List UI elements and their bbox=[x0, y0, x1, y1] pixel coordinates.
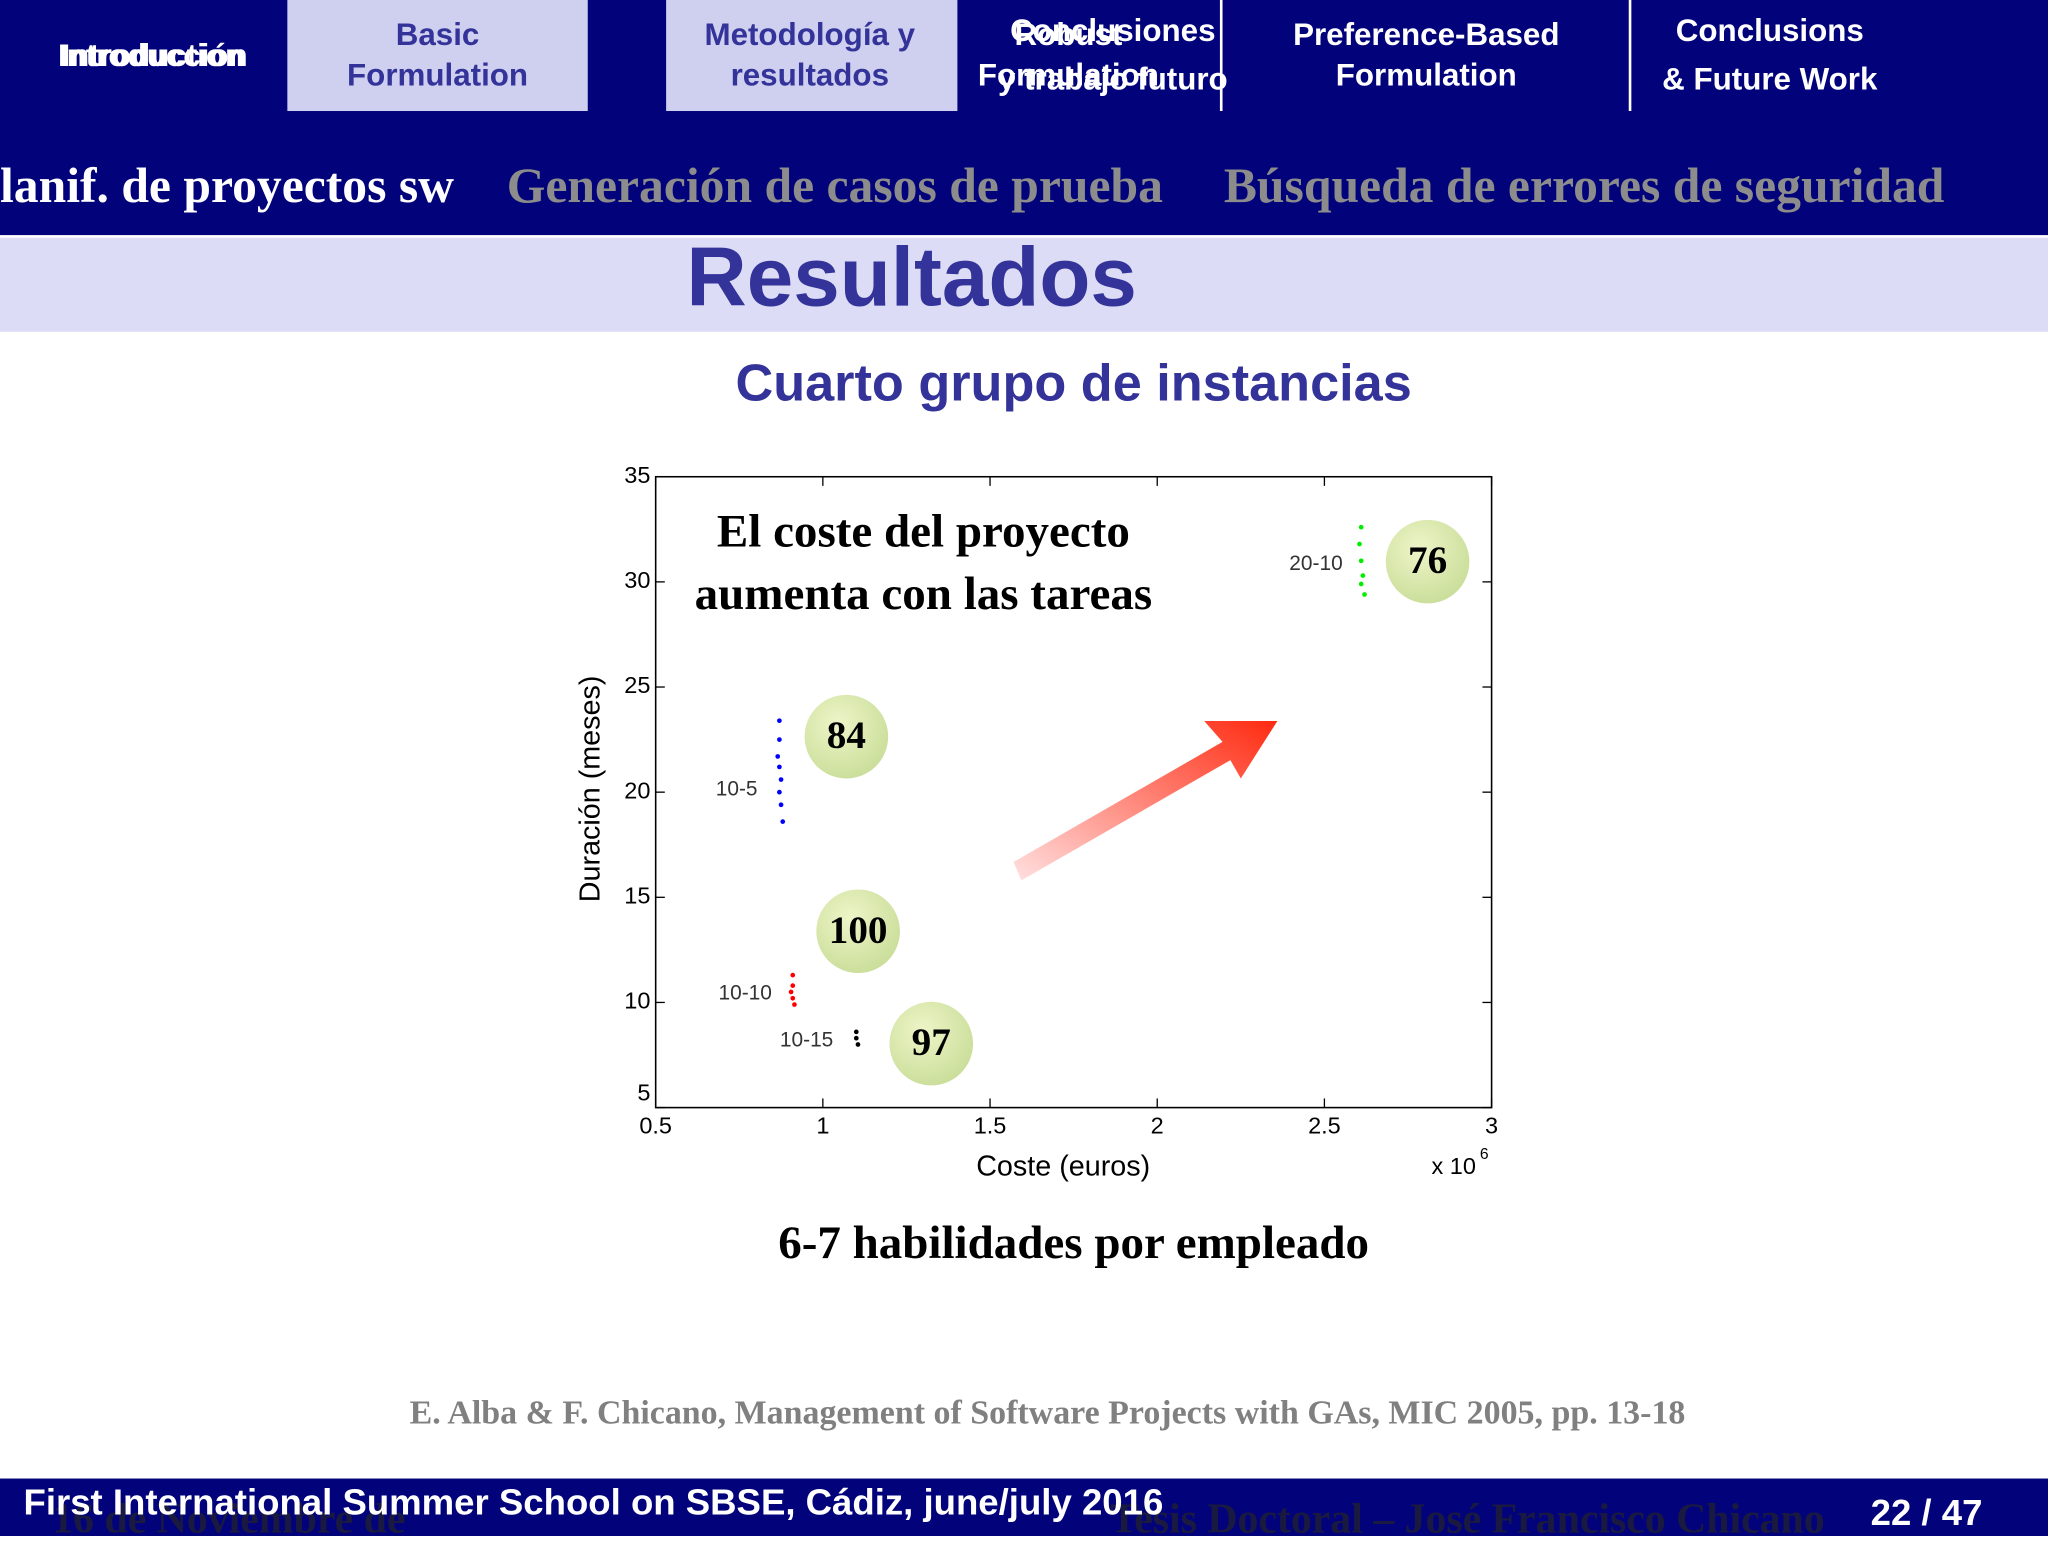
badge bbox=[804, 694, 889, 779]
trend-arrow bbox=[1013, 720, 1278, 881]
nav-tab[interactable]: Formulation bbox=[347, 57, 528, 92]
badge bbox=[889, 1001, 974, 1086]
point bbox=[775, 754, 781, 759]
subnav-item[interactable]: Generación de casos de prueba bbox=[507, 158, 1163, 213]
y-tick-label: 25 bbox=[624, 672, 650, 698]
badge-label: 100 bbox=[829, 909, 888, 952]
footer-thesis: Tesis Doctoral – José Francisco Chicano bbox=[1110, 1497, 1824, 1536]
x-tick-label: 2.5 bbox=[1308, 1112, 1341, 1138]
point bbox=[777, 764, 782, 770]
point bbox=[855, 1042, 861, 1047]
point bbox=[790, 972, 796, 978]
footer-date: 16 de Noviembre de bbox=[52, 1497, 405, 1536]
point bbox=[780, 819, 786, 824]
series-label: 10-5 bbox=[716, 778, 758, 801]
x-tick-label: 1.5 bbox=[974, 1112, 1007, 1138]
nav-tab[interactable]: Conclusiones bbox=[1010, 13, 1215, 48]
y-tick-label: 5 bbox=[637, 1080, 650, 1106]
y-tick-label: 30 bbox=[624, 567, 650, 593]
point bbox=[1362, 592, 1367, 597]
badge-label: 97 bbox=[912, 1021, 951, 1064]
x-tick-label: 2 bbox=[1151, 1112, 1164, 1138]
nav-tab[interactable]: Formulation bbox=[978, 57, 1159, 92]
reference: E. Alba & F. Chicano, Management of Soft… bbox=[410, 1395, 1686, 1432]
series-label: 10-15 bbox=[780, 1028, 833, 1051]
subnav-item[interactable]: Búsqueda de errores de seguridad bbox=[1224, 158, 1945, 213]
nav-tab[interactable]: Introducción bbox=[58, 38, 248, 73]
footer-event: First International Summer School on SBS… bbox=[24, 1481, 1164, 1522]
chart-annotation: aumenta con las tareas bbox=[695, 568, 1153, 620]
badge-label: 84 bbox=[827, 714, 866, 757]
chart-annotation: El coste del proyecto bbox=[717, 505, 1130, 557]
y-tick-label: 20 bbox=[624, 777, 650, 803]
nav-tab[interactable]: Formulation bbox=[1336, 57, 1517, 92]
slide-title: Resultados bbox=[686, 230, 1137, 324]
x-tick-label: 1 bbox=[816, 1112, 829, 1138]
nav-tab[interactable]: y trabajo futuro bbox=[998, 61, 1228, 96]
tab-active bbox=[287, 0, 588, 112]
point bbox=[777, 718, 782, 724]
nav-tab[interactable]: resultados bbox=[731, 57, 889, 92]
nav-tab[interactable]: Conclusions bbox=[1676, 13, 1864, 48]
page-number: 22 / 47 bbox=[1871, 1492, 1983, 1533]
point bbox=[777, 789, 782, 795]
point bbox=[778, 802, 784, 808]
y-tick-label: 10 bbox=[624, 988, 650, 1014]
point bbox=[1360, 573, 1366, 578]
point bbox=[778, 777, 784, 782]
point bbox=[792, 1002, 797, 1007]
point bbox=[790, 983, 796, 988]
tab-active bbox=[666, 0, 958, 112]
subnav-item[interactable]: lanif. de proyectos sw bbox=[0, 158, 454, 213]
y-tick-label: 15 bbox=[624, 883, 650, 909]
point bbox=[1358, 581, 1364, 587]
point bbox=[853, 1029, 859, 1035]
point bbox=[788, 989, 794, 995]
footer-bar bbox=[0, 1478, 2048, 1536]
x-tick-label: 0.5 bbox=[639, 1112, 672, 1138]
series-label: 10-10 bbox=[719, 981, 772, 1004]
point bbox=[853, 1035, 859, 1041]
slide-subtitle: Cuarto grupo de instancias bbox=[736, 354, 1412, 412]
point bbox=[1358, 524, 1364, 530]
x-tick-label: 3 bbox=[1485, 1112, 1498, 1138]
y-axis-label: Duración (meses) bbox=[574, 676, 606, 903]
badge-label: 76 bbox=[1408, 539, 1447, 582]
point bbox=[1358, 558, 1364, 564]
point bbox=[1357, 541, 1362, 547]
nav-tab[interactable]: Metodología y bbox=[704, 17, 915, 52]
x-multiplier-exponent: 6 bbox=[1480, 1146, 1489, 1163]
nav-tab[interactable]: Basic bbox=[396, 17, 480, 52]
nav-tab[interactable]: Robust bbox=[1014, 17, 1122, 52]
caption: 6-7 habilidades por empleado bbox=[778, 1217, 1369, 1269]
point bbox=[790, 995, 796, 1001]
point bbox=[777, 737, 782, 742]
y-tick-label: 35 bbox=[624, 462, 650, 488]
x-axis-label: Coste (euros) bbox=[976, 1150, 1150, 1182]
nav-tab[interactable]: Preference-Based bbox=[1293, 17, 1559, 52]
badge bbox=[816, 889, 900, 974]
badge bbox=[1385, 519, 1470, 604]
x-multiplier: x 10 bbox=[1432, 1153, 1476, 1179]
series-label: 20-10 bbox=[1289, 552, 1342, 575]
nav-tab[interactable]: Introduction bbox=[61, 38, 244, 73]
nav-tab[interactable]: & Future Work bbox=[1662, 61, 1878, 96]
title-band bbox=[0, 237, 2048, 332]
